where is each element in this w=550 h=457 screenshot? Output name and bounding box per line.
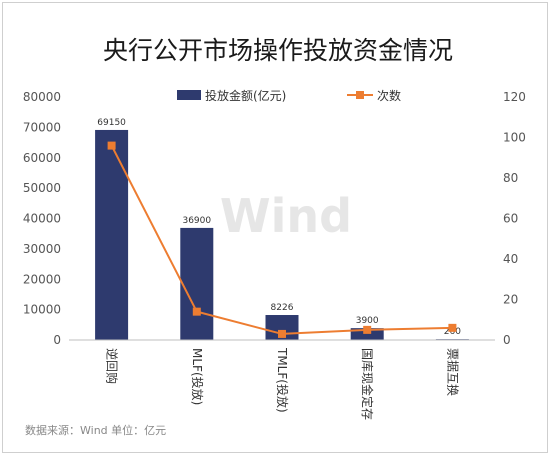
bar [180, 227, 214, 340]
x-category-label: 票据互换 [445, 348, 459, 396]
y-left-tick-label: 60000 [23, 151, 61, 165]
x-category-label: 逆回购 [105, 348, 120, 384]
plot-area: 0 10000 20000 30000 40000 50000 60000 70000 8000… [23, 90, 526, 420]
y-right-tick-label: 0 [503, 333, 511, 347]
legend-bar-swatch [177, 90, 201, 100]
y-right-tick-label: 60 [503, 212, 518, 226]
watermark: Wind [220, 189, 352, 243]
line-marker [192, 307, 201, 316]
y-right-tick-label: 40 [503, 252, 518, 266]
chart-title: 央行公开市场操作投放资金情况 [103, 36, 453, 65]
line-marker [107, 141, 116, 150]
bar [350, 328, 384, 340]
y-left-tick-label: 0 [53, 333, 61, 347]
y-right-tick-label: 80 [503, 171, 518, 185]
legend-bar-label: 投放金额(亿元) [205, 88, 286, 103]
chart-svg: Wind 央行公开市场操作投放资金情况 投放金额(亿元) 次数 0 10000 20… [23, 36, 526, 437]
bar-data-label: 69150 [97, 118, 126, 128]
y-right-tick-label: 20 [503, 293, 518, 307]
legend-line-label: 次数 [377, 88, 401, 103]
y-left-tick-label: 30000 [23, 242, 61, 256]
y-left-tick-label: 10000 [23, 303, 61, 317]
y-left-tick-label: 40000 [23, 212, 61, 226]
bar-data-label: 36900 [182, 216, 211, 226]
legend-line-marker [356, 91, 364, 99]
y-right-tick-label: 100 [503, 131, 526, 145]
bar-data-label: 8226 [271, 303, 294, 313]
line-marker [278, 329, 286, 338]
line-marker [448, 323, 457, 332]
y-left-tick-label: 20000 [23, 272, 61, 286]
chart-frame: Wind 央行公开市场操作投放资金情况 投放金额(亿元) 次数 0 10000 20… [2, 2, 548, 453]
legend: 投放金额(亿元) 次数 [177, 88, 401, 103]
y-left-tick-label: 50000 [23, 181, 61, 195]
line-marker [363, 325, 372, 334]
y-left-tick-label: 80000 [23, 90, 61, 104]
x-category-label: 国库现金定存 [360, 348, 375, 420]
source-note: 数据来源：Wind 单位：亿元 [25, 423, 166, 437]
x-category-label: MLF(投放) [190, 348, 205, 405]
y-left-tick-label: 70000 [23, 120, 61, 134]
y-right-tick-label: 120 [503, 90, 526, 104]
bar-data-label: 3900 [356, 316, 379, 326]
bar [95, 129, 129, 340]
bar-data-label: 260 [444, 327, 461, 337]
x-category-label: TMLF(投放) [275, 347, 290, 413]
